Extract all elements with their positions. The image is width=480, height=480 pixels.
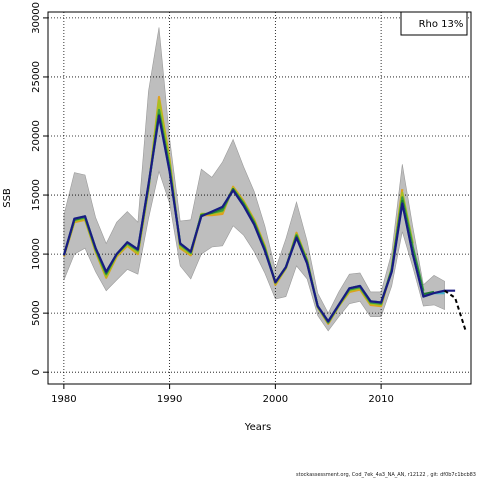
y-axis-label: SSB [2,188,13,208]
y-tick-label: 5000 [31,300,42,325]
series-layer [62,95,467,332]
x-tick-label: 1980 [51,394,76,405]
x-tick-label: 2000 [263,394,288,405]
y-tick-label: 15000 [31,179,42,211]
series-line-6 [62,114,456,323]
footer-credit: stockassessment.org, Cod_7ek_4a3_NA_AN, … [296,472,476,478]
x-tick-label: 2010 [368,394,393,405]
legend-text: Rho 13% [419,19,464,30]
x-axis-label: Years [244,422,271,433]
grid-layer [48,12,471,384]
x-axis: 1980 1990 2000 2010 [51,383,394,405]
legend: Rho 13% [400,11,468,36]
y-tick-label: 0 [31,369,42,375]
y-tick-label: 20000 [31,120,42,152]
legend-box [400,11,468,36]
y-tick-label: 10000 [31,238,42,270]
y-tick-label: 25000 [31,61,42,93]
y-axis: 0 5000 10000 15000 20000 25000 30000 [31,2,48,375]
series-line-7 [444,289,467,332]
y-tick-label: 30000 [31,2,42,34]
x-tick-label: 1990 [157,394,182,405]
